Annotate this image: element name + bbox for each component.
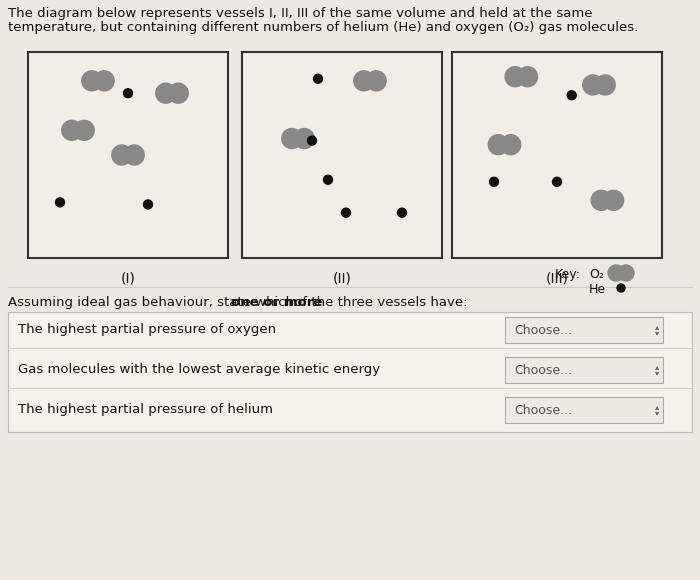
- Circle shape: [366, 71, 386, 91]
- Circle shape: [552, 177, 561, 186]
- Circle shape: [144, 200, 153, 209]
- Text: Gas molecules with the lowest average kinetic energy: Gas molecules with the lowest average ki…: [18, 364, 380, 376]
- Circle shape: [595, 75, 615, 95]
- Circle shape: [500, 135, 521, 155]
- Text: ▾: ▾: [655, 368, 659, 378]
- Circle shape: [517, 67, 538, 87]
- Circle shape: [505, 67, 525, 87]
- Circle shape: [294, 129, 314, 148]
- Text: (II): (II): [332, 272, 351, 286]
- Circle shape: [282, 129, 302, 148]
- Bar: [28, 52, 228, 258]
- Circle shape: [489, 177, 498, 186]
- Circle shape: [354, 71, 374, 91]
- Circle shape: [82, 71, 102, 91]
- Text: He: He: [589, 283, 606, 296]
- Text: The highest partial pressure of oxygen: The highest partial pressure of oxygen: [18, 324, 276, 336]
- Circle shape: [617, 284, 625, 292]
- Circle shape: [618, 265, 634, 281]
- Text: The diagram below represents vessels I, II, III of the same volume and held at t: The diagram below represents vessels I, …: [8, 7, 592, 20]
- Circle shape: [583, 75, 603, 95]
- Circle shape: [94, 71, 114, 91]
- Text: temperature, but containing different numbers of helium (He) and oxygen (O₂) gas: temperature, but containing different nu…: [8, 21, 638, 34]
- Circle shape: [124, 145, 144, 165]
- Circle shape: [342, 208, 351, 217]
- Bar: [505, 397, 663, 423]
- Circle shape: [592, 190, 611, 211]
- Text: Choose...: Choose...: [514, 404, 572, 416]
- Text: ▾: ▾: [655, 328, 659, 338]
- Circle shape: [123, 89, 132, 97]
- Bar: [505, 317, 663, 343]
- Circle shape: [567, 90, 576, 100]
- Circle shape: [608, 265, 624, 281]
- Text: The highest partial pressure of helium: The highest partial pressure of helium: [18, 404, 273, 416]
- Circle shape: [74, 120, 95, 140]
- Circle shape: [156, 83, 176, 103]
- Text: ▾: ▾: [655, 408, 659, 418]
- Circle shape: [55, 198, 64, 207]
- Bar: [452, 52, 662, 258]
- Text: ▴: ▴: [655, 403, 659, 411]
- Text: one or more: one or more: [232, 296, 323, 309]
- Circle shape: [323, 175, 332, 184]
- Circle shape: [489, 135, 508, 155]
- Circle shape: [112, 145, 132, 165]
- Text: ▴: ▴: [655, 322, 659, 332]
- Text: of the three vessels have:: of the three vessels have:: [290, 296, 468, 309]
- Circle shape: [398, 208, 407, 217]
- Circle shape: [168, 83, 188, 103]
- Text: Choose...: Choose...: [514, 324, 572, 336]
- Circle shape: [603, 190, 624, 211]
- Text: (I): (I): [120, 272, 135, 286]
- Text: Choose...: Choose...: [514, 364, 572, 376]
- Circle shape: [62, 120, 82, 140]
- Text: Assuming ideal gas behaviour, state which: Assuming ideal gas behaviour, state whic…: [8, 296, 298, 309]
- Text: (III): (III): [545, 272, 568, 286]
- Bar: [242, 52, 442, 258]
- Bar: [8, 312, 692, 432]
- Bar: [505, 357, 663, 383]
- Circle shape: [314, 74, 323, 84]
- Text: ▴: ▴: [655, 362, 659, 372]
- Text: Key:: Key:: [555, 268, 581, 281]
- Text: O₂: O₂: [589, 268, 604, 281]
- Circle shape: [307, 136, 316, 145]
